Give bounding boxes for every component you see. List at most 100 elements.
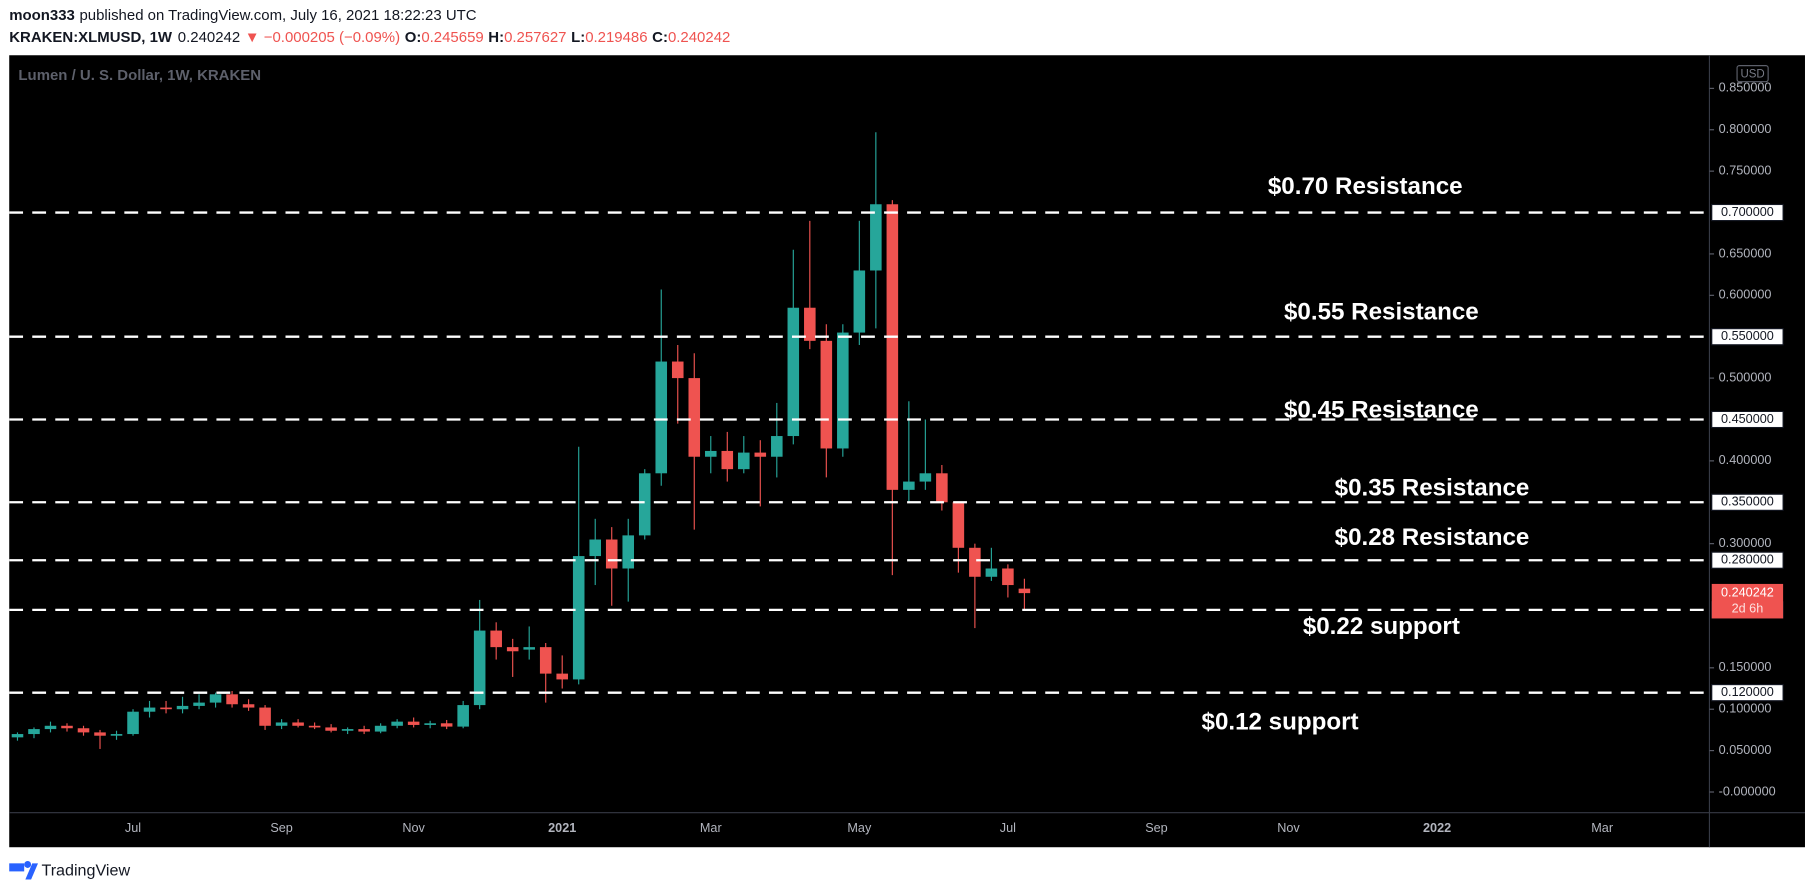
candle-body	[622, 535, 635, 569]
x-tick-label: Nov	[402, 821, 425, 835]
candle-body	[952, 502, 965, 548]
candle-body	[160, 707, 172, 710]
logo-part	[24, 861, 32, 868]
candle-body	[605, 539, 618, 569]
candle-body	[94, 732, 106, 736]
y-tick-label: 0.100000	[1719, 702, 1772, 716]
x-tick-label: May	[847, 821, 872, 835]
candle-body	[572, 556, 585, 680]
candle-body	[671, 361, 684, 379]
symbol: KRAKEN:XLMUSD, 1W	[9, 29, 173, 46]
candle-body	[259, 707, 271, 726]
candle-body	[919, 473, 932, 482]
candle-body	[655, 361, 668, 474]
candle-body	[242, 704, 255, 708]
level-annotation: $0.70 Resistance	[1268, 173, 1463, 200]
level-price: 0.280000	[1721, 553, 1774, 567]
candle-body	[1002, 568, 1014, 586]
candle-body	[853, 270, 866, 333]
ohlc-value: 0.245659	[421, 29, 483, 46]
last-price: 0.240242	[1721, 585, 1774, 599]
level-price: 0.450000	[1721, 412, 1774, 426]
candle-body	[28, 729, 40, 735]
candle-body	[407, 721, 420, 725]
ohlc-value: 0.219486	[585, 29, 647, 46]
author-line: moon333 published on TradingView.com, Jul…	[9, 7, 477, 24]
candle-body	[391, 721, 403, 726]
candle-body	[341, 729, 354, 731]
ohlc-label: L:	[571, 29, 585, 46]
currency-box	[1736, 65, 1769, 83]
candle-body	[837, 332, 849, 449]
candle-body	[209, 694, 222, 703]
candle-body	[721, 450, 734, 470]
candle-body	[110, 734, 123, 736]
ohlc-value: 0.240242	[668, 29, 730, 46]
x-tick-label: Jul	[1000, 821, 1016, 835]
candle-body	[11, 734, 24, 738]
level-price: 0.350000	[1721, 495, 1774, 509]
x-tick-label: Mar	[1591, 821, 1613, 835]
candle-body	[886, 204, 899, 490]
y-tick-label: 0.150000	[1719, 660, 1772, 674]
x-tick-label: Sep	[270, 821, 293, 835]
candle-body	[985, 568, 998, 577]
plot: 0.850000 0.800000 0.750000 0.650000 0.600000…	[9, 81, 1784, 835]
x-tick-label: Mar	[700, 821, 722, 835]
candle-body	[969, 547, 981, 577]
candle-body	[490, 630, 502, 648]
y-tick-label: 0.800000	[1719, 122, 1772, 136]
candle-body	[556, 673, 568, 680]
symbol-line: KRAKEN:XLMUSD, 1W 0.240242 ▼ −0.000205 (−0…	[9, 29, 730, 46]
y-tick-label: 0.400000	[1719, 453, 1772, 467]
candle-body	[787, 307, 800, 437]
brand: TradingView	[41, 862, 130, 880]
candle-body	[820, 340, 833, 449]
candle-body	[424, 723, 436, 725]
chart-panel	[9, 55, 1805, 848]
level-box	[1711, 493, 1784, 511]
y-tick-label: 0.650000	[1719, 246, 1772, 260]
level-box	[1711, 203, 1784, 222]
level-box	[1711, 328, 1784, 346]
level-price: 0.550000	[1721, 329, 1774, 343]
level-annotation: $0.35 Resistance	[1335, 475, 1530, 502]
x-tick-label: Nov	[1277, 821, 1300, 835]
candle-body	[638, 473, 651, 536]
candle-body	[688, 378, 701, 457]
candle-body	[127, 711, 139, 735]
level-box	[1711, 551, 1784, 569]
level-box	[1711, 410, 1784, 429]
ohlc-value: 0.257627	[504, 29, 566, 46]
candle-body	[473, 630, 486, 706]
candle-body	[374, 725, 387, 732]
candle-body	[539, 647, 552, 674]
logo-part	[9, 863, 25, 872]
candle-body	[292, 722, 304, 726]
x-tick-label: Sep	[1145, 821, 1168, 835]
x-tick-label: 2021	[548, 821, 576, 835]
level-annotation: $0.28 Resistance	[1335, 524, 1530, 551]
countdown: 2d 6h	[1732, 602, 1764, 616]
change: ▼ −0.000205 (−0.09%)	[245, 29, 400, 46]
level-annotation: $0.22 support	[1303, 613, 1460, 640]
candle-body	[143, 707, 156, 712]
candle-body	[440, 723, 453, 727]
candle-body	[754, 452, 767, 457]
candle-body	[457, 705, 469, 727]
y-tick-label: -0.000000	[1719, 784, 1776, 798]
y-tick-label: 0.600000	[1719, 288, 1772, 302]
y-tick-label: 0.750000	[1719, 163, 1772, 177]
ohlc-label: H:	[488, 29, 504, 46]
brand-logo	[9, 861, 39, 880]
y-tick-label: 0.300000	[1719, 536, 1772, 550]
candle-body	[325, 727, 337, 731]
ohlc-label: O:	[405, 29, 422, 46]
candle-body	[804, 307, 816, 341]
chart-title: Lumen / U. S. Dollar, 1W, KRAKEN	[18, 67, 261, 84]
candle-body	[226, 694, 238, 705]
published: published on TradingView.com, July 16, 2…	[79, 7, 476, 24]
y-tick-label: 0.850000	[1719, 81, 1772, 95]
